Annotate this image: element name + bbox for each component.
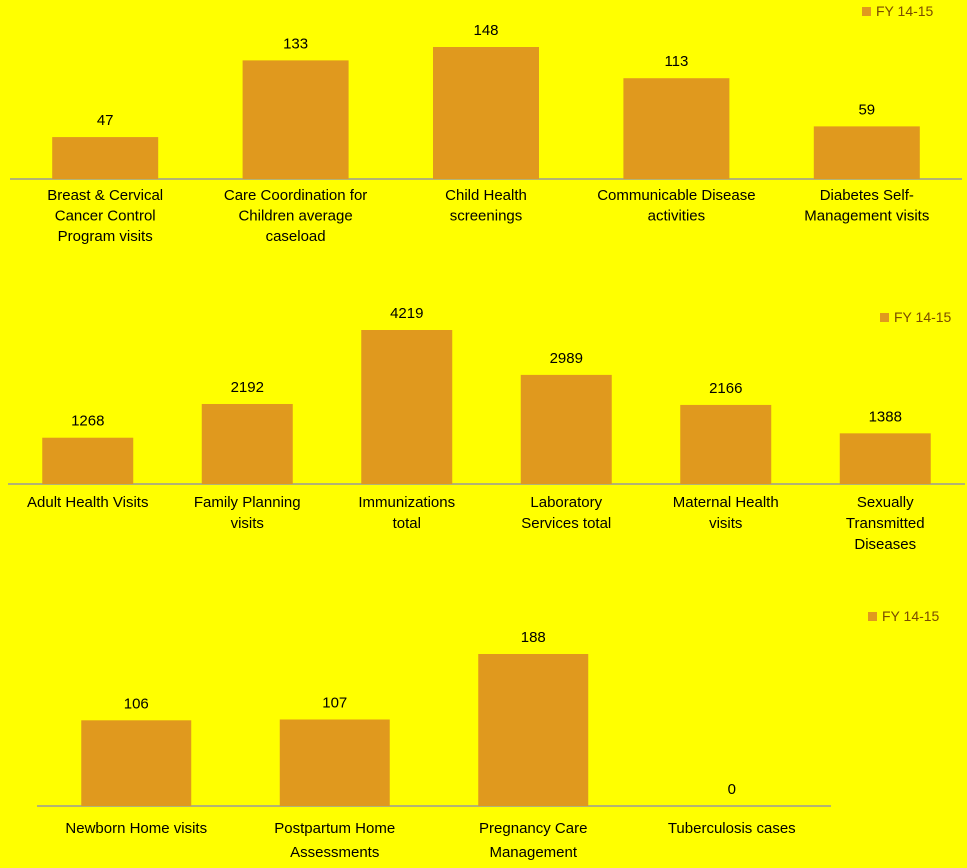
category-label-line: Breast & Cervical [47, 187, 163, 204]
bar [623, 78, 730, 179]
chart-2: 1268 Adult Health Visits 2192 Family Planni… [8, 305, 965, 553]
data-label: 133 [283, 35, 308, 52]
data-label: 4219 [390, 305, 423, 322]
legend-label: FY 14-15 [882, 608, 940, 624]
category-label-line: Assessments [290, 844, 379, 861]
category-label-line: Laboratory [530, 494, 602, 511]
category-label-line: Children average [238, 208, 352, 225]
bar [839, 433, 931, 484]
data-label: 0 [728, 781, 736, 798]
category-label-line: screenings [450, 208, 523, 225]
category-label-line: Pregnancy Care [479, 820, 587, 837]
category-label: Care Coordination for Children average cas… [224, 187, 367, 245]
category-label-line: Transmitted [846, 515, 925, 532]
category-label-line: Services total [521, 515, 611, 532]
category-label: Newborn Home visits [65, 820, 207, 837]
category-label: Communicable Disease activities [597, 187, 755, 225]
bar [81, 720, 192, 806]
data-label: 2166 [709, 380, 742, 397]
data-label: 47 [97, 112, 114, 129]
category-label-line: Communicable Disease [597, 187, 755, 204]
bar [201, 403, 293, 484]
category-label: Laboratory Services total [521, 494, 611, 532]
legend: FY 14-15 [880, 309, 952, 325]
category-label: Adult Health Visits [27, 494, 148, 511]
chart-1: 47 Breast & Cervical Cancer Control Program… [10, 3, 962, 245]
category-label: Pregnancy Care Management [479, 820, 587, 861]
category-label-line: Sexually [857, 494, 914, 511]
category-label-line: total [393, 515, 421, 532]
category-label-line: Management visits [804, 208, 929, 225]
category-label: Sexually Transmitted Diseases [846, 494, 925, 553]
category-label-line: Cancer Control [55, 208, 156, 225]
category-label-line: Maternal Health [673, 494, 779, 511]
legend-label: FY 14-15 [876, 3, 934, 19]
category-label-line: Postpartum Home [274, 820, 395, 837]
data-label: 113 [664, 53, 688, 70]
category-label-line: Child Health [445, 187, 527, 204]
category-label: Child Health screenings [445, 187, 527, 225]
category-label: Maternal Health visits [673, 494, 779, 532]
data-label: 2192 [231, 379, 264, 396]
legend-label: FY 14-15 [894, 309, 952, 325]
legend-swatch [868, 612, 877, 621]
category-label-line: activities [648, 208, 706, 225]
category-label-line: caseload [266, 228, 326, 245]
bar [52, 137, 159, 179]
data-label: 148 [473, 22, 498, 39]
data-label: 106 [124, 695, 149, 712]
chart-3: 106 Newborn Home visits 107 Postpartum Home… [37, 608, 940, 861]
bar [520, 374, 612, 484]
legend: FY 14-15 [862, 3, 934, 19]
bar [680, 404, 772, 484]
category-label-line: Newborn Home visits [65, 820, 207, 837]
category-label-line: Care Coordination for [224, 187, 367, 204]
category-label: Breast & Cervical Cancer Control Program v… [47, 187, 163, 245]
data-label: 59 [858, 101, 875, 118]
category-label: Family Planning visits [194, 494, 301, 532]
category-label-line: visits [709, 515, 742, 532]
bar [361, 330, 453, 484]
category-label: Tuberculosis cases [668, 820, 796, 837]
data-label: 1388 [869, 408, 902, 425]
category-label-line: Family Planning [194, 494, 301, 511]
data-label: 1268 [71, 413, 104, 430]
category-label: Postpartum Home Assessments [274, 820, 395, 861]
category-label-line: Immunizations [358, 494, 455, 511]
category-label-line: Program visits [58, 228, 153, 245]
data-label: 2989 [550, 350, 583, 367]
category-label-line: visits [231, 515, 264, 532]
data-label: 188 [521, 629, 546, 646]
bar [478, 654, 589, 806]
bar [813, 126, 920, 179]
category-label-line: Adult Health Visits [27, 494, 148, 511]
bar [433, 47, 539, 179]
bar [42, 437, 134, 484]
category-label-line: Diseases [854, 536, 916, 553]
category-label-line: Diabetes Self- [820, 187, 914, 204]
legend-swatch [880, 313, 889, 322]
category-label: Immunizations total [358, 494, 455, 532]
bar [242, 60, 349, 179]
bar [279, 719, 390, 806]
category-label-line: Management [489, 844, 577, 861]
category-label: Diabetes Self- Management visits [804, 187, 929, 225]
legend-swatch [862, 7, 871, 16]
data-label: 107 [322, 694, 347, 711]
category-label-line: Tuberculosis cases [668, 820, 796, 837]
legend: FY 14-15 [868, 608, 940, 624]
